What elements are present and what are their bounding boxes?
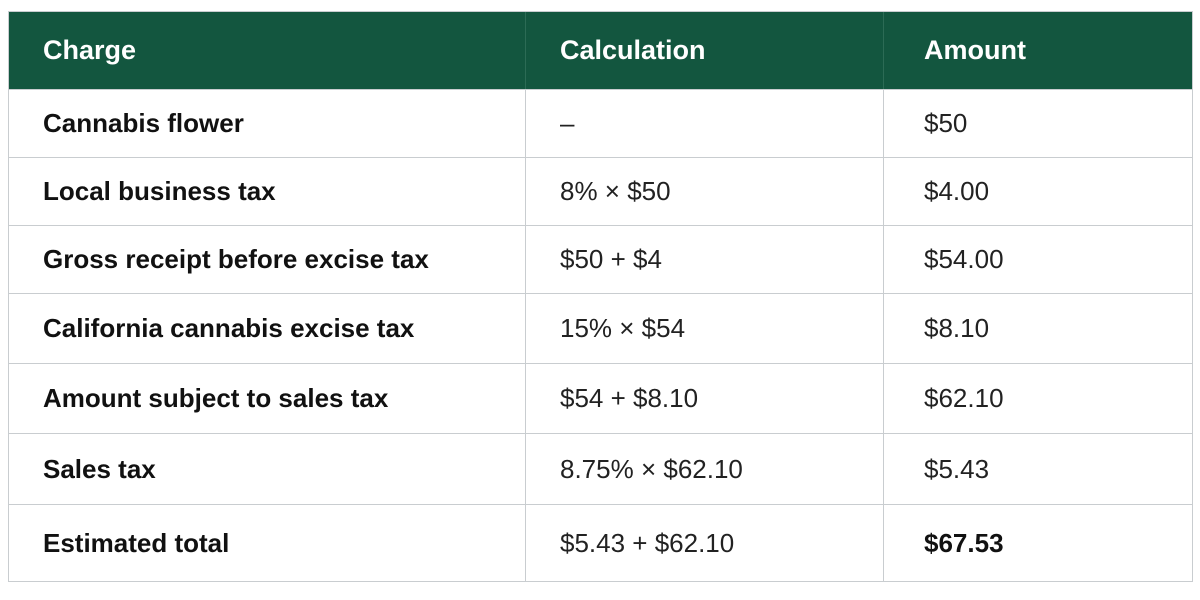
table-header-row: Charge Calculation Amount (9, 12, 1192, 89)
charge-cell: Sales tax (43, 453, 156, 484)
calculation-cell: $54 + $8.10 (525, 364, 883, 433)
table-row: Amount subject to sales tax $54 + $8.10 … (9, 363, 1192, 433)
total-amount-cell: $67.53 (883, 505, 1192, 581)
table-row-total: Estimated total $5.43 + $62.10 $67.53 (9, 504, 1192, 581)
calculation-cell: 8% × $50 (525, 158, 883, 225)
table-row: California cannabis excise tax 15% × $54… (9, 293, 1192, 363)
header-amount: Amount (883, 12, 1192, 89)
header-calculation: Calculation (525, 12, 883, 89)
amount-cell: $8.10 (883, 294, 1192, 363)
tax-calculation-table: Charge Calculation Amount Cannabis flowe… (8, 11, 1193, 582)
calculation-cell: $5.43 + $62.10 (525, 505, 883, 581)
table-row: Gross receipt before excise tax $50 + $4… (9, 225, 1192, 293)
charge-cell: Gross receipt before excise tax (43, 244, 429, 274)
calculation-cell: 8.75% × $62.10 (525, 434, 883, 504)
table-row: Cannabis flower – $50 (9, 89, 1192, 157)
charge-cell: Local business tax (43, 176, 276, 206)
header-charge: Charge (43, 35, 137, 65)
charge-cell: Estimated total (43, 527, 230, 558)
calculation-cell: – (525, 90, 883, 157)
charge-cell: California cannabis excise tax (43, 313, 415, 343)
table-row: Sales tax 8.75% × $62.10 $5.43 (9, 433, 1192, 504)
calculation-cell: 15% × $54 (525, 294, 883, 363)
charge-cell: Cannabis flower (43, 108, 244, 138)
table-row: Local business tax 8% × $50 $4.00 (9, 157, 1192, 225)
amount-cell: $50 (883, 90, 1192, 157)
amount-cell: $4.00 (883, 158, 1192, 225)
amount-cell: $54.00 (883, 226, 1192, 293)
charge-cell: Amount subject to sales tax (43, 383, 389, 413)
amount-cell: $62.10 (883, 364, 1192, 433)
calculation-cell: $50 + $4 (525, 226, 883, 293)
amount-cell: $5.43 (883, 434, 1192, 504)
